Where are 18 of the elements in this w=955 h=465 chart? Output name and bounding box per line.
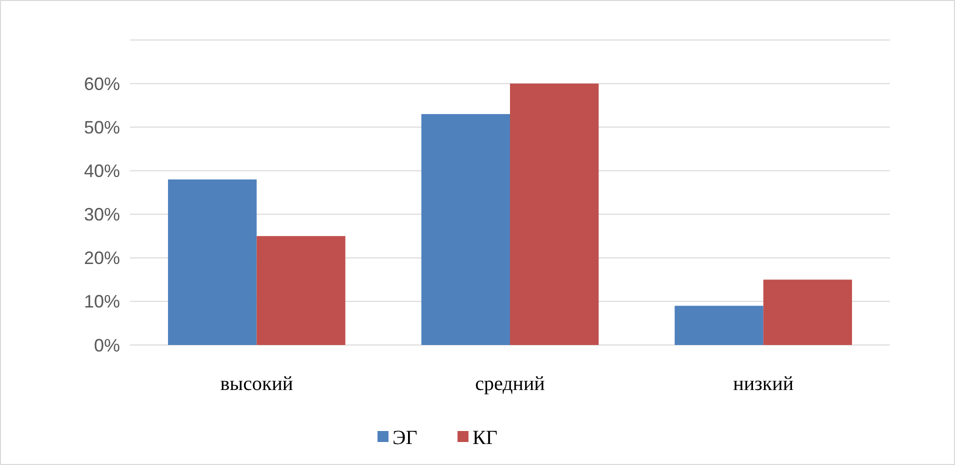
y-tick-label: 10% [84, 292, 120, 312]
legend-label: ЭГ [392, 427, 418, 449]
bar [510, 84, 599, 345]
y-tick-label: 0% [94, 335, 120, 356]
y-tick-label: 50% [84, 117, 120, 138]
y-tick-label: 20% [84, 248, 120, 268]
bar [168, 179, 257, 345]
bar [256, 236, 346, 345]
x-tick-label: высокий [220, 373, 294, 395]
x-tick-label: низкий [733, 373, 794, 395]
x-tick-label: средний [475, 373, 546, 395]
y-tick-label: 40% [84, 161, 120, 182]
bar [763, 280, 852, 345]
legend-label: КГ [472, 427, 498, 449]
y-tick-label: 30% [84, 204, 120, 225]
y-tick-label: 60% [84, 74, 120, 94]
bar [674, 306, 764, 345]
bar [421, 114, 510, 345]
